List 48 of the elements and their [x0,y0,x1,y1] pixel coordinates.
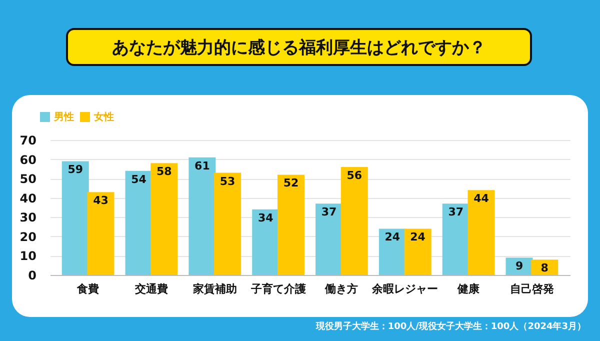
data-label: 59 [68,163,84,176]
chart-title: あなたが魅力的に感じる福利厚生はどれですか？ [66,28,532,66]
bar [316,204,343,275]
bar [150,163,178,275]
data-label: 61 [194,159,210,172]
x-tick-label: 余暇レジャー [371,282,438,296]
bar [340,167,368,275]
data-label: 43 [93,194,108,208]
bar [404,228,432,275]
data-label: 44 [474,192,490,206]
bar [214,172,242,275]
data-label: 52 [283,176,299,190]
bar [125,170,152,275]
data-label: 8 [540,262,548,275]
bar [62,161,89,275]
x-tick-label: 交通費 [134,282,168,296]
y-tick-label: 30 [20,210,36,225]
x-tick-label: 食費 [76,282,100,296]
data-label: 58 [156,165,172,178]
legend-label: 男性 [53,111,74,123]
data-label: 56 [346,169,362,182]
data-label: 34 [258,211,274,224]
data-label: 37 [448,206,464,219]
text: 現役男子大学生：100人/現役女子大学生：100人（2024年3月） [316,320,586,333]
data-label: 37 [321,206,337,219]
x-tick-label: 健康 [456,282,481,296]
y-tick-label: 60 [20,152,36,167]
bar [87,192,114,275]
data-label: 9 [515,260,524,273]
y-tick-label: 50 [20,172,36,186]
x-tick-label: 子育て介護 [250,282,306,296]
y-tick-label: 10 [20,249,36,264]
bar [277,174,304,275]
legend-label: 女性 [93,111,114,123]
y-tick-label: 40 [20,191,36,206]
data-label: 53 [220,174,236,188]
y-tick-label: 70 [20,134,36,148]
y-tick-label: 0 [28,268,36,282]
bar [188,157,216,275]
x-tick-label: 家賃補助 [192,282,237,296]
y-tick-label: 20 [20,230,36,244]
data-label: 24 [410,230,426,244]
data-label: 54 [131,172,147,186]
bar [252,209,280,275]
x-tick-label: 自己啓発 [510,282,555,296]
bar [468,190,495,275]
x-tick-label: 働き方 [324,282,358,296]
data-label: 24 [384,230,400,244]
